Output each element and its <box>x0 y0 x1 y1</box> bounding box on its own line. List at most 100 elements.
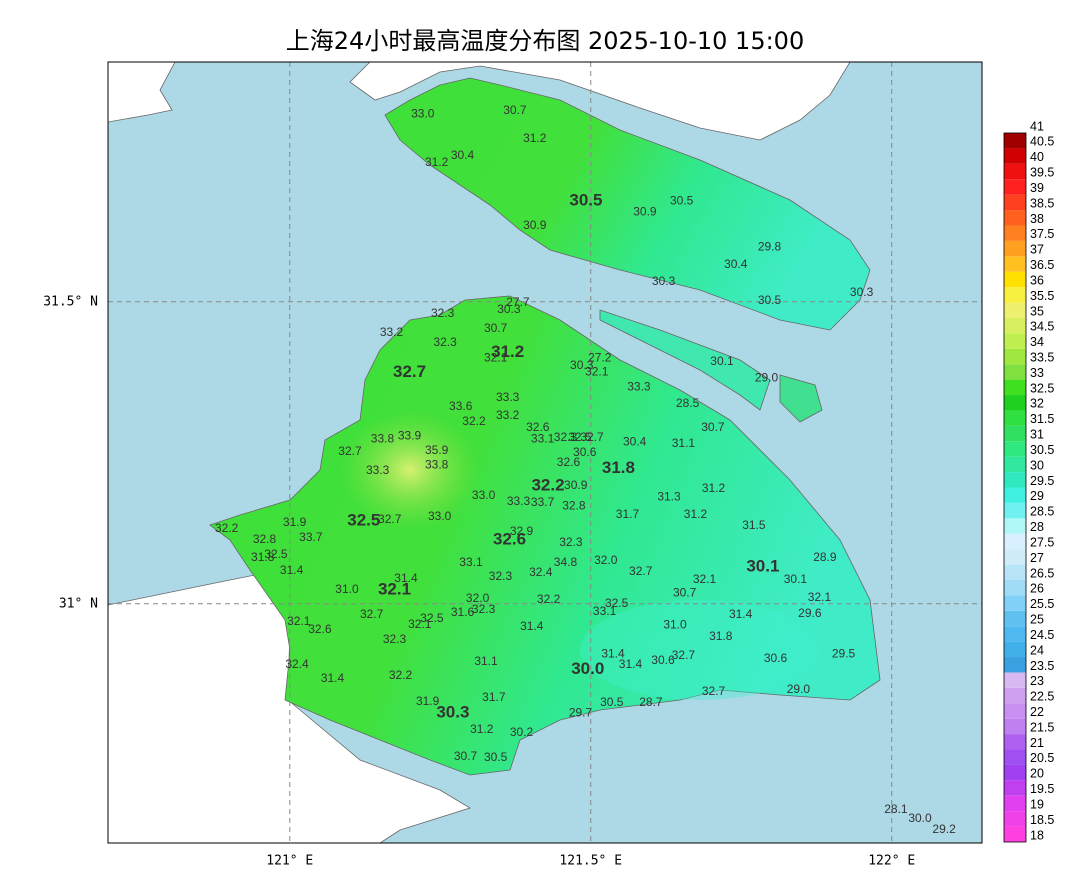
station-label: 30.9 <box>633 205 657 219</box>
colorbar-label: 18.5 <box>1030 813 1054 827</box>
colorbar-label: 26 <box>1030 582 1044 596</box>
x-tick-label: 121.5° E <box>559 854 622 869</box>
station-label: 32.1 <box>378 579 411 598</box>
colorbar-label: 36 <box>1030 273 1044 287</box>
colorbar-segment <box>1004 549 1026 565</box>
x-tick-label: 121° E <box>266 854 313 869</box>
colorbar-label: 37.5 <box>1030 227 1054 241</box>
station-label: 32.7 <box>629 564 653 578</box>
colorbar-label: 38.5 <box>1030 196 1054 210</box>
plot-frame <box>107 61 983 844</box>
station-label: 27.7 <box>506 295 530 309</box>
station-label: 33.8 <box>425 458 449 472</box>
x-tick-label: 122° E <box>868 854 915 869</box>
station-label: 31.0 <box>663 618 687 632</box>
colorbar-segment <box>1004 348 1026 365</box>
colorbar-label: 20 <box>1030 767 1044 781</box>
station-label: 31.9 <box>283 515 307 529</box>
colorbar-segment <box>1004 626 1026 642</box>
station-label: 30.4 <box>451 148 475 162</box>
station-label: 31.2 <box>702 481 726 495</box>
colorbar-segment <box>1004 487 1026 503</box>
y-tick-label: 31° N <box>59 596 98 611</box>
station-label: 31.4 <box>619 657 643 671</box>
colorbar-segment <box>1004 502 1026 519</box>
colorbar-label: 24.5 <box>1030 628 1054 642</box>
colorbar-segment <box>1004 441 1026 457</box>
colorbar-segment <box>1004 610 1026 627</box>
colorbar-label: 34.5 <box>1030 320 1054 334</box>
station-label: 30.5 <box>569 190 602 209</box>
station-label: 31.8 <box>251 550 275 564</box>
colorbar-label: 30 <box>1030 458 1044 472</box>
colorbar-segment <box>1004 595 1026 611</box>
station-label: 32.7 <box>360 607 384 621</box>
station-label: 31.4 <box>280 563 304 577</box>
station-label: 32.7 <box>338 444 362 458</box>
station-label: 32.5 <box>605 596 629 610</box>
station-label: 32.5 <box>568 430 592 444</box>
station-label: 32.5 <box>264 547 288 561</box>
colorbar-segment <box>1004 163 1026 180</box>
station-label: 30.9 <box>523 218 547 232</box>
station-label: 32.3 <box>489 569 513 583</box>
station-label: 33.6 <box>449 399 473 413</box>
colorbar-segment <box>1004 133 1026 149</box>
station-label: 30.7 <box>454 749 478 763</box>
colorbar-label: 40 <box>1030 150 1044 164</box>
station-label: 32.2 <box>462 414 486 428</box>
colorbar-label: 38 <box>1030 212 1044 226</box>
land-south-west <box>108 574 471 843</box>
colorbar-segment <box>1004 317 1026 334</box>
station-label: 32.3 <box>431 306 455 320</box>
colorbar-segment <box>1004 148 1026 164</box>
colorbar-segment <box>1004 780 1026 796</box>
colorbar-label: 28.5 <box>1030 505 1054 519</box>
land-north-west <box>108 62 176 123</box>
station-label: 30.4 <box>623 435 647 449</box>
station-label: 30.0 <box>571 659 604 678</box>
station-label: 33.1 <box>459 555 483 569</box>
colorbar-label: 21 <box>1030 736 1044 750</box>
colorbar-segment <box>1004 364 1026 380</box>
colorbar-segment <box>1004 672 1026 688</box>
cool-area <box>580 600 820 700</box>
station-label: 32.6 <box>308 622 332 636</box>
station-label: 32.9 <box>510 524 534 538</box>
station-label: 32.8 <box>562 499 586 513</box>
colorbar-label: 33 <box>1030 366 1044 380</box>
station-label: 31.7 <box>482 690 506 704</box>
colorbar-label: 39 <box>1030 181 1044 195</box>
station-label: 31.2 <box>491 342 524 361</box>
colorbar-segment <box>1004 425 1026 442</box>
station-label: 29.6 <box>798 606 822 620</box>
station-label: 32.3 <box>559 535 583 549</box>
station-label: 33.8 <box>371 432 395 446</box>
station-label: 31.9 <box>416 694 440 708</box>
station-label: 27.2 <box>588 351 612 365</box>
colorbar-segment <box>1004 764 1026 781</box>
colorbar-segment <box>1004 826 1026 842</box>
station-label: 32.2 <box>537 592 561 606</box>
station-label: 30.4 <box>724 257 748 271</box>
colorbar-label: 33.5 <box>1030 350 1054 364</box>
station-label: 30.0 <box>908 811 932 825</box>
station-label: 31.4 <box>601 647 625 661</box>
colorbar-segment <box>1004 795 1026 812</box>
colorbar-label: 31 <box>1030 428 1044 442</box>
colorbar-segment <box>1004 718 1026 735</box>
station-label: 32.5 <box>347 511 380 530</box>
station-label: 31.6 <box>451 605 475 619</box>
station-label: 30.5 <box>670 194 694 208</box>
shanghai-mainland <box>209 295 881 776</box>
station-label: 34.8 <box>554 555 578 569</box>
station-label: 33.3 <box>496 390 520 404</box>
colorbar-label: 35.5 <box>1030 289 1054 303</box>
station-label: 32.7 <box>378 512 402 526</box>
station-label: 30.1 <box>784 572 808 586</box>
station-label: 32.2 <box>531 476 564 495</box>
station-label: 32.1 <box>408 617 432 631</box>
land-north <box>349 62 851 141</box>
colorbar-label: 19 <box>1030 797 1044 811</box>
station-label: 29.0 <box>755 371 779 385</box>
